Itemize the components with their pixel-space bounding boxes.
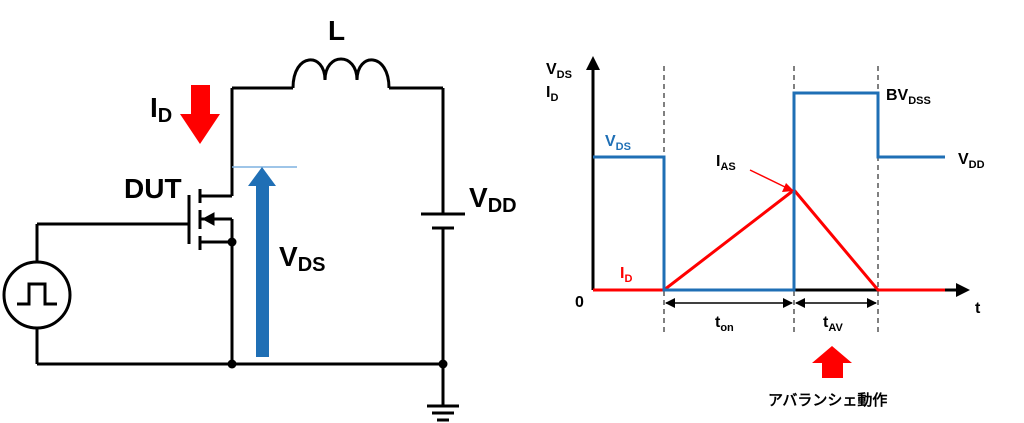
mosfet-symbol: [120, 189, 234, 364]
battery-symbol: [421, 212, 465, 230]
y-axis-label-vds: VDS: [546, 61, 572, 81]
junction-dot: [227, 359, 237, 369]
junction-dot: [438, 359, 448, 369]
ground-symbol: [427, 364, 459, 422]
inductor-symbol: [232, 57, 443, 90]
ias-label: IAS: [716, 153, 736, 173]
circuit-schematic: [2, 57, 465, 422]
avalanche-arrow: [812, 346, 852, 378]
id-arrow: [180, 85, 220, 144]
junction-dot: [227, 237, 237, 247]
waveform-plot: [586, 56, 970, 378]
pulse-generator: [2, 260, 72, 330]
x-axis-arrowhead: [956, 283, 970, 297]
vdd-label: VDD: [469, 182, 517, 217]
avalanche-caption: アバランシェ動作: [768, 391, 887, 409]
bvdss-label: BVDSS: [886, 87, 931, 107]
vdd-level-label: VDD: [958, 151, 985, 171]
ias-pointer-head: [782, 183, 794, 192]
inductor-label: L: [328, 15, 345, 46]
id-trace-label: ID: [620, 265, 632, 285]
vds-arrow: [248, 167, 276, 357]
vds-trace-label: VDS: [605, 133, 631, 153]
id-label: ID: [150, 92, 172, 127]
vds-trace: [593, 91, 945, 292]
x-axis-label: t: [975, 300, 981, 317]
ton-label: ton: [715, 314, 734, 334]
y-axis-arrowhead: [586, 56, 600, 70]
id-trace: [593, 187, 945, 292]
tav-label: tAV: [823, 314, 843, 334]
y-axis-label-id: ID: [546, 84, 558, 104]
ias-pointer-line: [749, 169, 788, 189]
dut-label: DUT: [124, 173, 182, 204]
origin-label: 0: [575, 294, 584, 311]
vds-label: VDS: [279, 241, 325, 276]
